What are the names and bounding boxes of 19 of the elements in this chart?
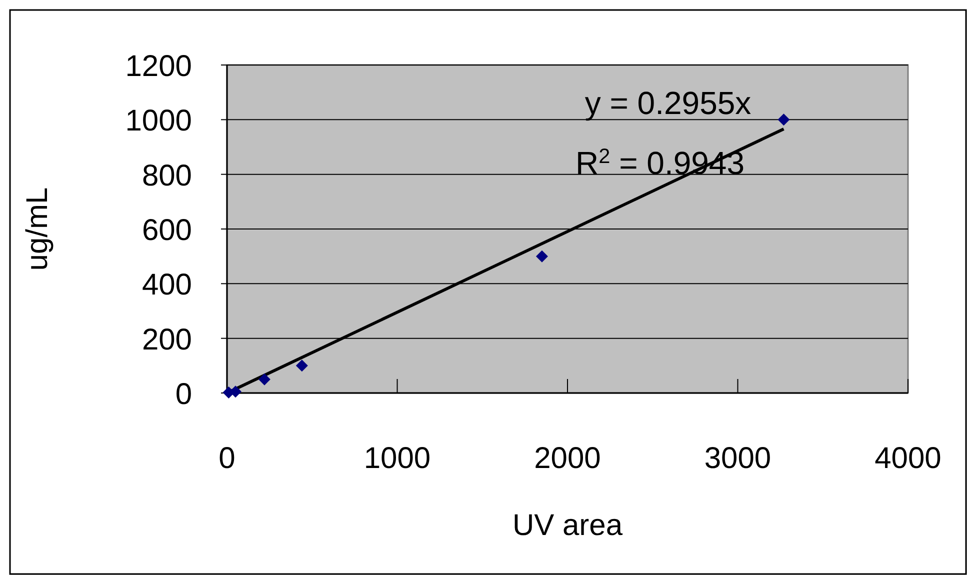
- y-tick-label: 200: [142, 323, 192, 356]
- y-tick-label: 800: [142, 159, 192, 192]
- y-tick-label: 1200: [125, 50, 192, 83]
- y-tick-label: 600: [142, 214, 192, 247]
- x-tick-label: 1000: [364, 442, 431, 475]
- x-axis-title: UV area: [512, 509, 623, 542]
- x-tick-label: 0: [218, 442, 236, 475]
- point: [258, 373, 270, 386]
- point: [296, 360, 308, 372]
- y-axis-title: ug/mL: [21, 187, 54, 271]
- annotation: y = 0.2955x: [584, 85, 752, 121]
- y-tick-label: 0: [175, 378, 192, 411]
- point: [778, 114, 790, 126]
- x-tick-label: 3000: [704, 442, 772, 475]
- x-tick-label: 2000: [534, 442, 601, 475]
- point: [536, 250, 548, 262]
- y-tick-label: 1000: [125, 104, 192, 138]
- x-tick-label: 4000: [874, 442, 942, 475]
- y-tick-label: 400: [142, 268, 192, 302]
